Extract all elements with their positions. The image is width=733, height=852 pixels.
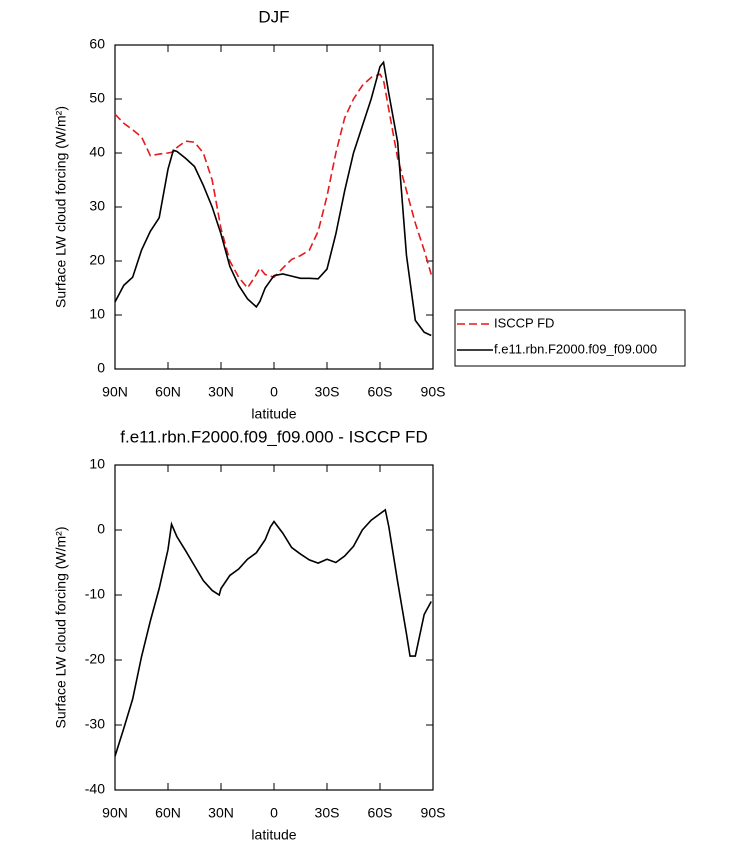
x-axis-label: latitude <box>251 827 296 843</box>
data-line <box>114 508 432 757</box>
chart-title: f.e11.rbn.F2000.f09_f09.000 - ISCCP FD <box>120 427 427 446</box>
x-tick-label: 90N <box>102 384 128 400</box>
x-tick-label: 90S <box>421 384 446 400</box>
y-tick-label: 0 <box>97 521 105 537</box>
data-line <box>114 73 432 290</box>
x-tick-label: 90S <box>421 805 446 821</box>
y-tick-label: -20 <box>85 651 105 667</box>
legend-label: f.e11.rbn.F2000.f09_f09.000 <box>494 341 657 356</box>
y-tick-label: 0 <box>97 360 105 376</box>
y-tick-label: -30 <box>85 716 105 732</box>
x-tick-label: 90N <box>102 805 128 821</box>
y-tick-label: 10 <box>89 306 105 322</box>
x-tick-label: 30S <box>315 384 340 400</box>
y-tick-label: -40 <box>85 781 105 797</box>
legend-label: ISCCP FD <box>494 315 554 330</box>
y-tick-label: 30 <box>89 198 105 214</box>
x-tick-label: 60S <box>368 805 393 821</box>
y-tick-label: 60 <box>89 36 105 52</box>
x-tick-label: 60S <box>368 384 393 400</box>
x-tick-label: 30S <box>315 805 340 821</box>
x-tick-label: 30N <box>208 805 234 821</box>
chart-title: DJF <box>258 7 289 26</box>
y-tick-label: 20 <box>89 252 105 268</box>
y-tick-label: -10 <box>85 586 105 602</box>
x-tick-label: 0 <box>270 805 278 821</box>
x-axis-label: latitude <box>251 406 296 422</box>
y-tick-label: 50 <box>89 90 105 106</box>
x-tick-label: 60N <box>155 805 181 821</box>
y-axis-label: Surface LW cloud forcing (W/m²) <box>53 526 69 728</box>
data-line <box>114 60 432 337</box>
x-tick-label: 60N <box>155 384 181 400</box>
y-tick-label: 40 <box>89 144 105 160</box>
x-tick-label: 30N <box>208 384 234 400</box>
legend-box <box>454 309 686 367</box>
y-tick-label: 10 <box>89 456 105 472</box>
y-axis-label: Surface LW cloud forcing (W/m²) <box>53 106 69 308</box>
x-tick-label: 0 <box>270 384 278 400</box>
